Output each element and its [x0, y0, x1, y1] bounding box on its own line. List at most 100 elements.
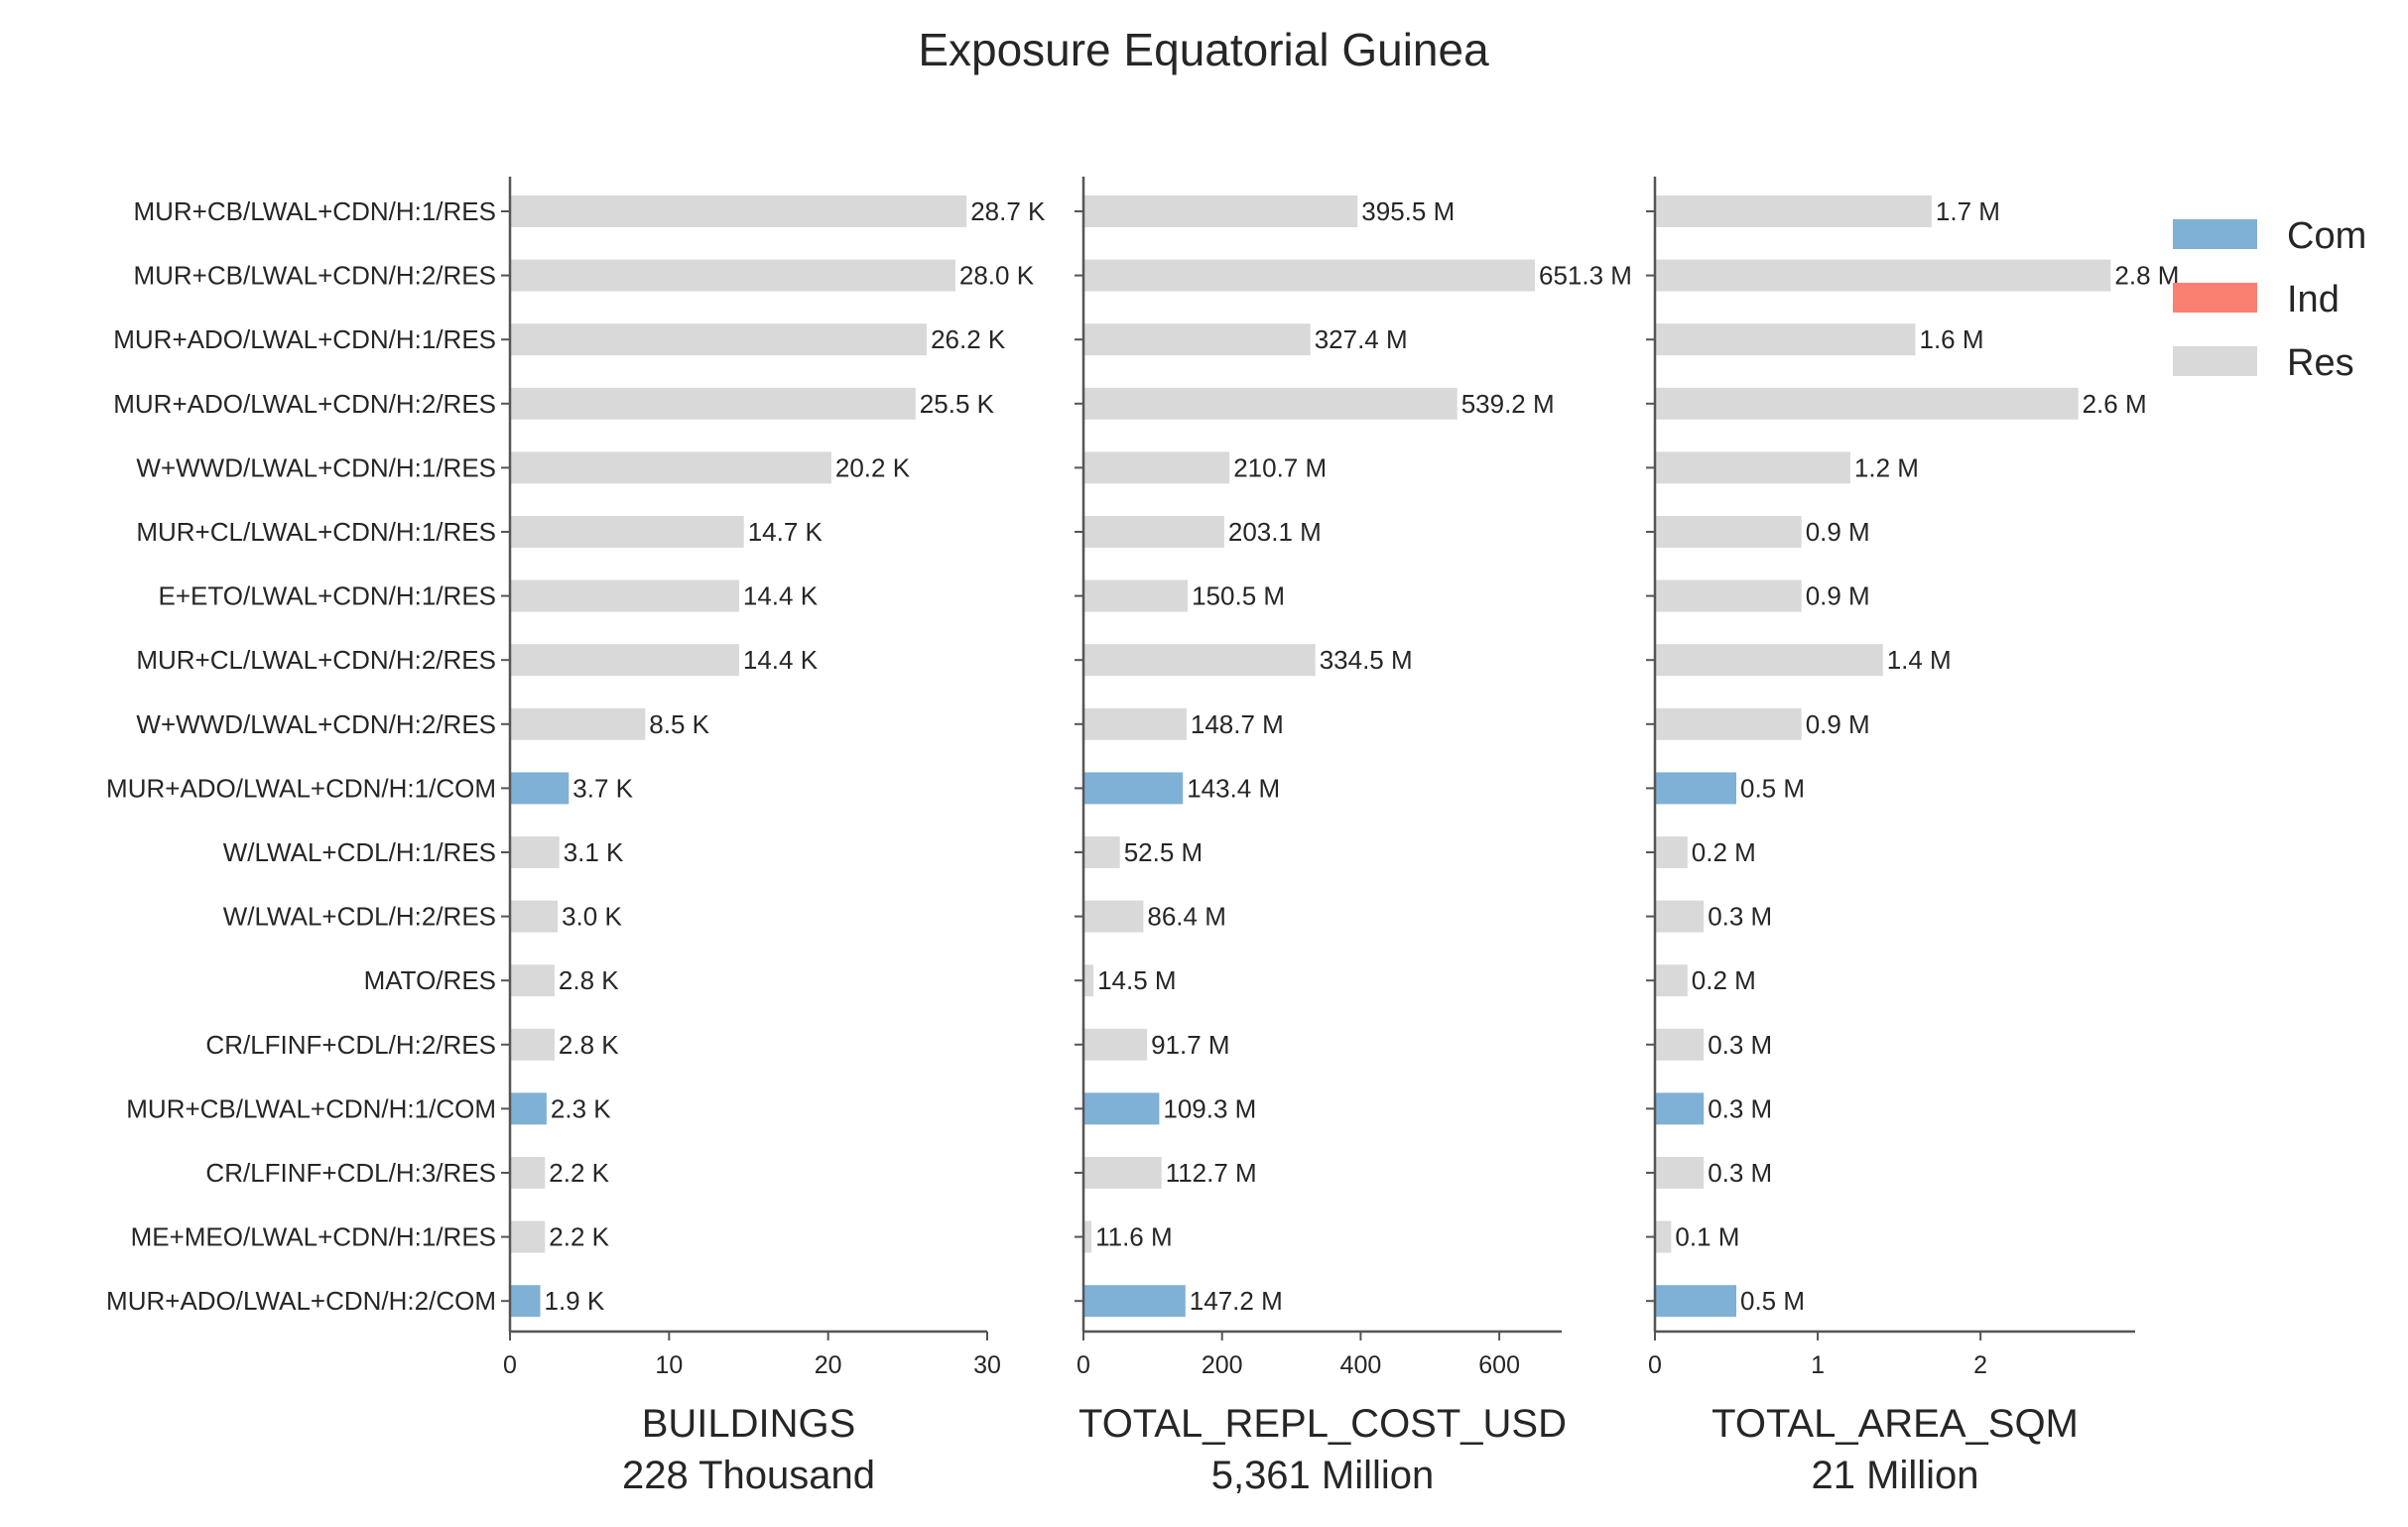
data-label: 91.7 M [1151, 1030, 1230, 1060]
data-label: 86.4 M [1147, 902, 1226, 932]
bar [1083, 1028, 1148, 1061]
bar [510, 1157, 546, 1189]
category-label: CR/LFINF+CDL/H:3/RES [205, 1158, 496, 1188]
bar [510, 836, 560, 868]
category-label: W/LWAL+CDL/H:2/RES [223, 902, 496, 932]
bar [1083, 900, 1144, 933]
data-label: 0.3 M [1708, 1093, 1772, 1123]
data-label: 2.2 K [549, 1158, 609, 1188]
bar [1083, 1157, 1162, 1189]
bar [1083, 451, 1230, 484]
bar [1655, 579, 1802, 612]
x-axis-total: 21 Million [1812, 1454, 1979, 1497]
data-label: 0.5 M [1740, 1286, 1805, 1316]
x-axis-total: 5,361 Million [1211, 1454, 1435, 1497]
bar [1083, 387, 1457, 420]
category-label: W+WWD/LWAL+CDN/H:1/RES [136, 452, 496, 482]
bar [1655, 1157, 1705, 1189]
data-label: 8.5 K [649, 709, 709, 739]
x-tick-label: 400 [1340, 1351, 1382, 1379]
data-label: 0.9 M [1806, 517, 1870, 547]
data-label: 2.2 K [549, 1222, 609, 1252]
legend-label: Res [2287, 342, 2354, 384]
bar [1083, 516, 1224, 548]
data-label: 0.9 M [1806, 581, 1870, 611]
category-label: MUR+CB/LWAL+CDN/H:1/COM [126, 1093, 496, 1123]
x-tick-label: 1 [1811, 1351, 1825, 1379]
data-label: 26.2 K [931, 324, 1006, 354]
bar [1083, 772, 1184, 805]
chart-title: Exposure Equatorial Guinea [918, 24, 1489, 75]
legend: Com Ind Res [2173, 215, 2366, 384]
data-label: 52.5 M [1124, 837, 1204, 867]
data-label: 0.2 M [1692, 965, 1756, 995]
bar [1083, 1220, 1092, 1253]
data-label: 2.6 M [2083, 389, 2147, 419]
bar [1083, 836, 1120, 868]
bar [1083, 1092, 1160, 1125]
data-label: 2.8 M [2114, 261, 2179, 291]
data-label: 28.7 K [970, 196, 1046, 226]
bar [510, 707, 646, 740]
data-label: 112.7 M [1166, 1158, 1257, 1188]
category-label: W/LWAL+CDL/H:1/RES [223, 837, 496, 867]
bar [510, 451, 831, 484]
category-label: MUR+CL/LWAL+CDN/H:1/RES [136, 517, 496, 547]
bar [510, 1092, 547, 1125]
legend-swatch [2173, 346, 2257, 376]
category-label: MUR+CB/LWAL+CDN/H:2/RES [133, 261, 496, 291]
x-tick-label: 30 [973, 1351, 1001, 1379]
data-label: 109.3 M [1163, 1093, 1256, 1123]
data-label: 14.5 M [1097, 965, 1177, 995]
bar [1655, 1285, 1736, 1318]
data-label: 1.4 M [1887, 645, 1952, 675]
data-label: 14.7 K [748, 517, 824, 547]
data-label: 11.6 M [1095, 1222, 1173, 1252]
category-label: MUR+ADO/LWAL+CDN/H:2/RES [113, 389, 496, 419]
data-label: 0.3 M [1708, 902, 1772, 932]
bar [1655, 1220, 1672, 1253]
category-label: MUR+CL/LWAL+CDN/H:2/RES [136, 645, 496, 675]
panel-3: 1.7 M 2.8 M 1.6 M 2.6 M 1.2 M 0.9 M 0.9 M 1.4 M… [1646, 177, 2179, 1497]
data-label: 0.1 M [1675, 1222, 1739, 1252]
data-label: 334.5 M [1320, 645, 1413, 675]
bar [1655, 387, 2079, 420]
data-label: 651.3 M [1539, 261, 1632, 291]
data-label: 0.5 M [1740, 773, 1805, 803]
data-label: 150.5 M [1192, 581, 1285, 611]
legend-swatch [2173, 283, 2257, 313]
x-tick-label: 0 [1077, 1351, 1090, 1379]
data-label: 0.9 M [1806, 709, 1870, 739]
bar [510, 1028, 555, 1061]
data-label: 1.6 M [1920, 324, 1984, 354]
bar [1655, 900, 1705, 933]
data-label: 1.2 M [1854, 452, 1919, 482]
bar [510, 195, 967, 227]
data-label: 1.7 M [1936, 196, 2000, 226]
bar [1083, 707, 1187, 740]
data-label: 203.1 M [1228, 517, 1322, 547]
bar [510, 772, 570, 805]
bar [1083, 1285, 1186, 1318]
bar [1655, 1092, 1705, 1125]
x-tick-label: 10 [655, 1351, 683, 1379]
bar [510, 323, 928, 356]
data-label: 3.7 K [572, 773, 633, 803]
bar [1083, 579, 1189, 612]
data-label: 14.4 K [743, 645, 819, 675]
bar [1655, 451, 1850, 484]
data-label: 143.4 M [1187, 773, 1280, 803]
data-label: 147.2 M [1190, 1286, 1283, 1316]
bar [510, 1285, 541, 1318]
category-label: MUR+ADO/LWAL+CDN/H:2/COM [106, 1286, 496, 1316]
bar [1083, 195, 1358, 227]
data-label: 0.3 M [1708, 1158, 1772, 1188]
category-label: CR/LFINF+CDL/H:2/RES [205, 1030, 496, 1060]
bar [1655, 323, 1916, 356]
data-label: 2.3 K [551, 1093, 611, 1123]
bar [1655, 644, 1883, 677]
bar [1655, 772, 1736, 805]
data-label: 14.4 K [743, 581, 819, 611]
